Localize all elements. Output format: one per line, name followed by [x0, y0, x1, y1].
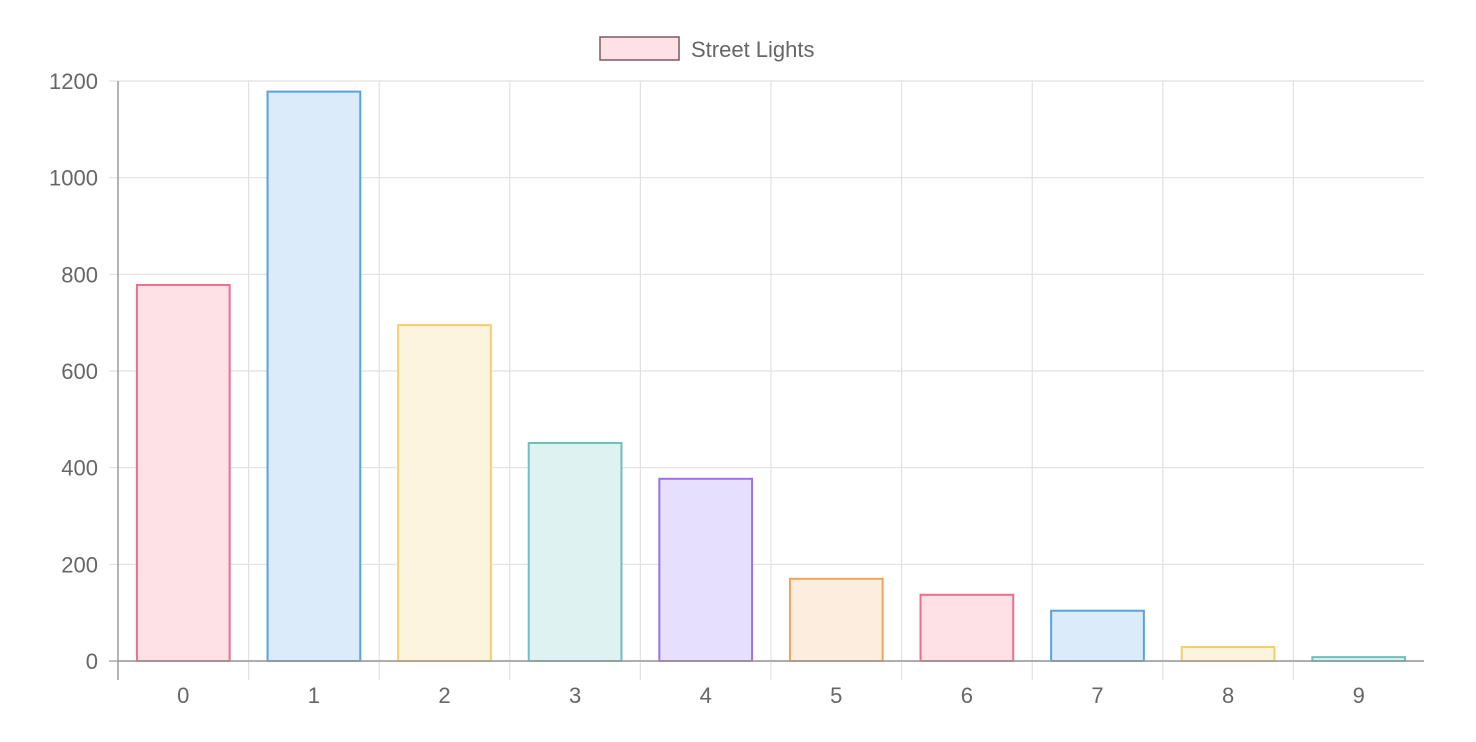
legend-swatch[interactable]	[599, 36, 680, 61]
x-tick-label: 0	[177, 683, 189, 708]
x-tick-label: 4	[700, 683, 712, 708]
legend[interactable]: Street Lights	[599, 36, 815, 62]
x-tick-label: 9	[1353, 683, 1365, 708]
bar-3[interactable]	[527, 442, 623, 662]
y-tick-label: 400	[61, 456, 98, 481]
x-tick-label: 7	[1091, 683, 1103, 708]
x-tick-label: 8	[1222, 683, 1234, 708]
x-tick-label: 3	[569, 683, 581, 708]
bar-2[interactable]	[397, 324, 492, 662]
x-tick-label: 2	[438, 683, 450, 708]
y-tick-label: 1200	[49, 69, 98, 94]
y-tick-label: 800	[61, 262, 98, 287]
bar-7[interactable]	[1050, 609, 1145, 663]
x-tick-label: 1	[308, 683, 320, 708]
bar-5[interactable]	[788, 577, 884, 662]
y-tick-label: 0	[86, 649, 98, 674]
bar-4[interactable]	[658, 477, 754, 662]
bar-6[interactable]	[919, 593, 1015, 662]
x-tick-label: 5	[830, 683, 842, 708]
y-tick-label: 1000	[49, 166, 98, 191]
bars-layer	[135, 90, 1407, 663]
y-tick-label: 600	[61, 359, 98, 384]
x-tick-label: 6	[961, 683, 973, 708]
legend-label[interactable]: Street Lights	[691, 37, 815, 62]
axes-layer: 0 200 400 600 800 1000 1200 0 1 2 3 4 5 6 7 8 9	[49, 69, 1424, 708]
y-tick-label: 200	[61, 552, 98, 577]
bar-8[interactable]	[1180, 645, 1276, 663]
bar-0[interactable]	[135, 283, 231, 662]
bar-1[interactable]	[266, 90, 362, 662]
